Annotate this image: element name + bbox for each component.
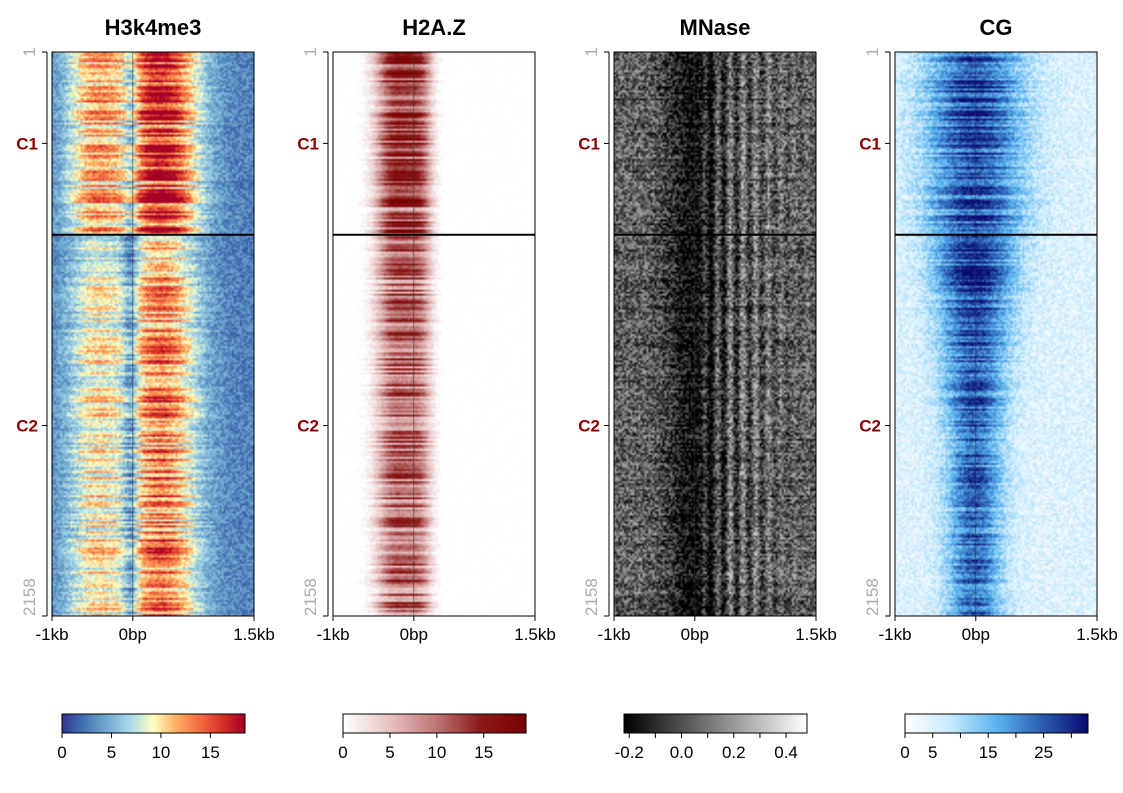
- panel-0: H3k4me3 1 2158 C1 C2 -1kb 0bp 1.5kb 0 5 10 15: [16, 15, 275, 762]
- panel-2: MNase 1 2158 C1 C2 -1kb 0bp 1.5kb -0.2 0.0 0.2 0.4: [578, 15, 837, 762]
- colorbar-tick-label: 0: [57, 743, 66, 762]
- cluster-label: C2: [16, 417, 38, 436]
- colorbar: [61, 713, 246, 734]
- heatmap-cells: [895, 52, 1097, 616]
- row-label: 1: [301, 47, 320, 56]
- cluster-label: C1: [16, 134, 38, 153]
- cluster-label: C2: [297, 417, 319, 436]
- x-tick-label: 0bp: [681, 625, 709, 644]
- heatmap-cells: [333, 52, 535, 616]
- panel-title: H3k4me3: [105, 15, 202, 40]
- colorbar: [342, 713, 527, 734]
- row-label: 1: [863, 47, 882, 56]
- panel-frame: [894, 51, 1098, 617]
- panel-frame: [332, 51, 536, 617]
- row-label: 2158: [301, 578, 320, 616]
- colorbar: [904, 713, 1089, 734]
- x-tick-label: 1.5kb: [1076, 625, 1118, 644]
- colorbar-tick-label: 0: [900, 743, 909, 762]
- colorbar-tick-label: 15: [201, 743, 220, 762]
- colorbar-tick-label: -0.2: [615, 743, 644, 762]
- panel-frame: [613, 51, 817, 617]
- x-tick-label: 1.5kb: [233, 625, 275, 644]
- cluster-label: C2: [859, 417, 881, 436]
- colorbar-tick-label: 10: [151, 743, 170, 762]
- x-tick-label: -1kb: [316, 625, 349, 644]
- colorbar-tick-label: 0.0: [670, 743, 694, 762]
- x-tick-label: -1kb: [597, 625, 630, 644]
- panel-title: H2A.Z: [402, 15, 466, 40]
- row-label: 2158: [582, 578, 601, 616]
- panel-3: CG 1 2158 C1 C2 -1kb 0bp 1.5kb 0 5 15 25: [859, 15, 1118, 762]
- colorbar: [623, 713, 808, 734]
- colorbar-tick-label: 15: [474, 743, 493, 762]
- colorbar-tick-label: 15: [979, 743, 998, 762]
- heatmap-cells: [614, 52, 816, 616]
- cluster-label: C1: [859, 134, 881, 153]
- x-tick-label: 0bp: [400, 625, 428, 644]
- panel-frame: [51, 51, 255, 617]
- colorbar-tick-label: 0.2: [722, 743, 746, 762]
- row-label: 2158: [863, 578, 882, 616]
- row-label: 1: [20, 47, 39, 56]
- colorbar-tick-label: 25: [1034, 743, 1053, 762]
- colorbar-tick-label: 5: [107, 743, 116, 762]
- x-tick-label: 0bp: [119, 625, 147, 644]
- panel-title: MNase: [680, 15, 751, 40]
- x-tick-label: -1kb: [35, 625, 68, 644]
- cluster-label: C2: [578, 417, 600, 436]
- x-tick-label: 0bp: [962, 625, 990, 644]
- colorbar-tick-label: 10: [427, 743, 446, 762]
- x-tick-label: 1.5kb: [795, 625, 837, 644]
- row-label: 1: [582, 47, 601, 56]
- colorbar-tick-label: 0.4: [774, 743, 798, 762]
- panel-1: H2A.Z 1 2158 C1 C2 -1kb 0bp 1.5kb 0 5 10 15: [297, 15, 556, 762]
- x-tick-label: -1kb: [878, 625, 911, 644]
- x-tick-label: 1.5kb: [514, 625, 556, 644]
- colorbar-tick-label: 5: [385, 743, 394, 762]
- heatmap-cells: [52, 52, 254, 616]
- cluster-label: C1: [578, 134, 600, 153]
- panel-title: CG: [980, 15, 1013, 40]
- colorbar-tick-label: 5: [928, 743, 937, 762]
- colorbar-tick-label: 0: [338, 743, 347, 762]
- row-label: 2158: [20, 578, 39, 616]
- cluster-label: C1: [297, 134, 319, 153]
